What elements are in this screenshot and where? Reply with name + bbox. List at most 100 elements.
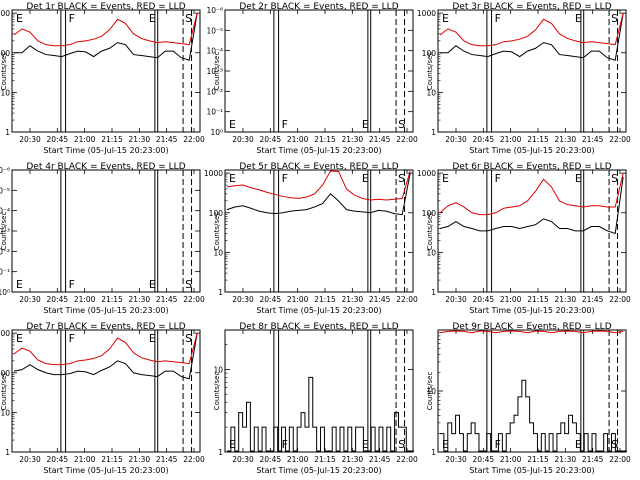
- plot-frame: [437, 169, 627, 293]
- y-tick-label: 10⁻²: [0, 247, 10, 256]
- marker-label: F: [495, 12, 501, 25]
- marker-label: E: [149, 278, 156, 291]
- x-tick-label: 21:00: [74, 455, 96, 464]
- x-tick-label: 21:15: [314, 295, 336, 304]
- x-tick-label: 20:45: [47, 135, 69, 144]
- y-axis-label: Counts/sec: [0, 52, 8, 91]
- marker-label: S: [185, 12, 192, 25]
- y-axis-label: Counts/sec: [426, 52, 434, 91]
- x-tick-label: 21:15: [101, 135, 123, 144]
- x-tick-label: 21:45: [582, 455, 604, 464]
- x-tick-label: 20:30: [19, 135, 41, 144]
- plot-frame: [224, 329, 414, 453]
- marker-label: S: [398, 118, 405, 131]
- events-series-line: [14, 13, 198, 61]
- x-tick-label: 21:15: [101, 295, 123, 304]
- marker-label: F: [282, 438, 288, 451]
- marker-label: F: [495, 172, 501, 185]
- chart-title: Det 4r BLACK = Events, RED = LLD: [26, 162, 185, 172]
- y-tick-label: 1: [5, 128, 10, 137]
- x-tick-label: 20:45: [473, 295, 495, 304]
- x-tick-label: 21:30: [555, 295, 577, 304]
- x-tick-label: 20:45: [473, 455, 495, 464]
- y-axis-label: Counts/sec: [0, 212, 8, 251]
- x-tick-label: 20:45: [260, 295, 282, 304]
- x-tick-label: 21:30: [129, 455, 151, 464]
- marker-label: E: [575, 12, 582, 25]
- marker-label: E: [575, 438, 582, 451]
- y-tick-label: 1: [431, 128, 436, 137]
- x-tick-label: 21:45: [582, 295, 604, 304]
- x-tick-label: 20:30: [445, 295, 467, 304]
- marker-label: E: [16, 332, 23, 345]
- marker-label: S: [611, 12, 618, 25]
- y-tick-label: 1: [431, 288, 436, 297]
- y-axis-label: Counts/sec: [0, 372, 8, 411]
- x-tick-label: 21:15: [314, 455, 336, 464]
- x-axis-label: Start Time (05-Jul-15 20:23:00): [256, 466, 381, 475]
- marker-label: S: [398, 438, 405, 451]
- x-tick-label: 22:00: [183, 295, 205, 304]
- x-tick-label: 21:00: [74, 295, 96, 304]
- y-tick-label: 10⁻³: [206, 67, 223, 76]
- marker-label: S: [398, 172, 405, 185]
- lld-series-line: [439, 173, 624, 216]
- lld-series-line: [13, 13, 198, 47]
- y-axis-label: Counts/sec: [213, 52, 221, 91]
- events-series-line: [440, 379, 628, 452]
- chart-panel-6: Det 6r BLACK = Events, RED = LLD Counts/s…: [417, 162, 631, 315]
- chart-panel-1: Det 1r BLACK = Events, RED = LLD Counts/s…: [0, 2, 205, 155]
- lld-series-line: [439, 13, 624, 47]
- x-tick-label: 21:30: [555, 135, 577, 144]
- marker-label: E: [229, 172, 236, 185]
- y-tick-label: 10⁻²: [206, 87, 223, 96]
- plot-frame: [224, 9, 414, 133]
- x-tick-label: 21:45: [369, 295, 391, 304]
- y-tick-label: 10: [426, 387, 436, 396]
- x-tick-label: 22:00: [396, 455, 418, 464]
- x-tick-label: 20:30: [232, 295, 254, 304]
- marker-label: E: [16, 12, 23, 25]
- x-tick-label: 21:00: [74, 135, 96, 144]
- x-tick-label: 21:30: [129, 135, 151, 144]
- plot-frame: [11, 329, 201, 453]
- y-tick-label: 100: [0, 49, 10, 58]
- x-tick-label: 20:45: [473, 135, 495, 144]
- y-tick-label: 10⁻⁵: [0, 186, 10, 195]
- plot-frame: [437, 9, 627, 133]
- x-tick-label: 21:45: [582, 135, 604, 144]
- y-tick-label: 10: [0, 88, 10, 97]
- marker-label: E: [362, 118, 369, 131]
- x-tick-label: 22:00: [396, 135, 418, 144]
- y-tick-label: 10⁻⁶: [206, 6, 223, 15]
- x-axis-label: Start Time (05-Jul-15 20:23:00): [469, 306, 594, 315]
- x-axis-label: Start Time (05-Jul-15 20:23:00): [469, 466, 594, 475]
- x-tick-label: 21:00: [287, 455, 309, 464]
- y-axis-label: Counts/sec: [426, 372, 434, 411]
- y-tick-label: 10⁻⁵: [206, 26, 223, 35]
- y-tick-label: 10⁻¹: [206, 108, 223, 117]
- y-axis-label: Counts/sec: [213, 212, 221, 251]
- y-tick-label: 100: [0, 369, 10, 378]
- x-tick-label: 20:30: [445, 455, 467, 464]
- x-tick-label: 21:30: [342, 135, 364, 144]
- plot-frame: [224, 169, 414, 293]
- x-tick-label: 21:30: [555, 455, 577, 464]
- y-tick-label: 1000: [417, 169, 436, 178]
- x-tick-label: 21:00: [500, 295, 522, 304]
- chart-title: Det 3r BLACK = Events, RED = LLD: [452, 2, 611, 12]
- marker-label: S: [611, 172, 618, 185]
- x-axis-label: Start Time (05-Jul-15 20:23:00): [43, 306, 168, 315]
- y-tick-label: 10: [426, 88, 436, 97]
- x-tick-label: 21:45: [156, 135, 178, 144]
- x-tick-label: 21:00: [500, 135, 522, 144]
- x-tick-label: 22:00: [609, 295, 631, 304]
- x-tick-label: 21:15: [527, 295, 549, 304]
- y-tick-label: 10⁻⁴: [0, 207, 10, 216]
- marker-label: E: [442, 438, 449, 451]
- y-axis-label: Counts/sec: [426, 212, 434, 251]
- x-tick-label: 20:45: [260, 135, 282, 144]
- chart-title: Det 8r BLACK = Events, RED = LLD: [239, 322, 398, 332]
- y-tick-label: 1000: [204, 169, 223, 178]
